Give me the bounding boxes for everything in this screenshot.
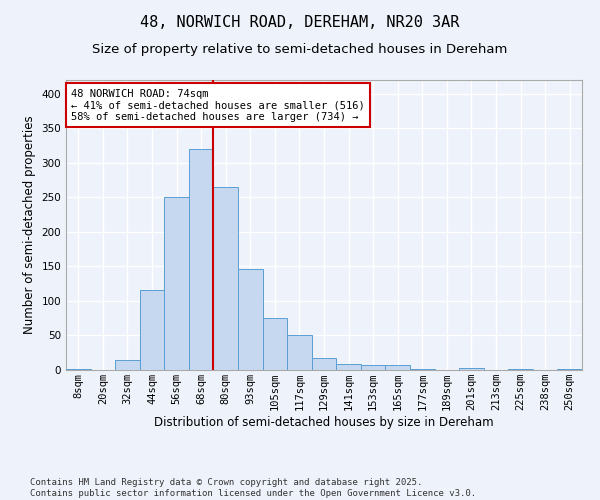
Bar — [238, 268, 263, 370]
Bar — [508, 368, 533, 370]
Y-axis label: Number of semi-detached properties: Number of semi-detached properties — [23, 116, 36, 334]
Bar — [66, 368, 91, 370]
Bar — [164, 196, 189, 370]
Bar — [336, 364, 361, 370]
Text: 48, NORWICH ROAD, DEREHAM, NR20 3AR: 48, NORWICH ROAD, DEREHAM, NR20 3AR — [140, 15, 460, 30]
Bar — [214, 187, 238, 370]
Bar — [287, 336, 312, 370]
Text: Size of property relative to semi-detached houses in Dereham: Size of property relative to semi-detach… — [92, 42, 508, 56]
Bar — [557, 368, 582, 370]
Bar — [459, 368, 484, 370]
Text: 48 NORWICH ROAD: 74sqm
← 41% of semi-detached houses are smaller (516)
58% of se: 48 NORWICH ROAD: 74sqm ← 41% of semi-det… — [71, 88, 365, 122]
Bar — [140, 290, 164, 370]
Bar — [115, 360, 140, 370]
Bar — [385, 365, 410, 370]
Bar — [263, 318, 287, 370]
Text: Contains HM Land Registry data © Crown copyright and database right 2025.
Contai: Contains HM Land Registry data © Crown c… — [30, 478, 476, 498]
X-axis label: Distribution of semi-detached houses by size in Dereham: Distribution of semi-detached houses by … — [154, 416, 494, 429]
Bar — [361, 365, 385, 370]
Bar — [189, 149, 214, 370]
Bar — [312, 358, 336, 370]
